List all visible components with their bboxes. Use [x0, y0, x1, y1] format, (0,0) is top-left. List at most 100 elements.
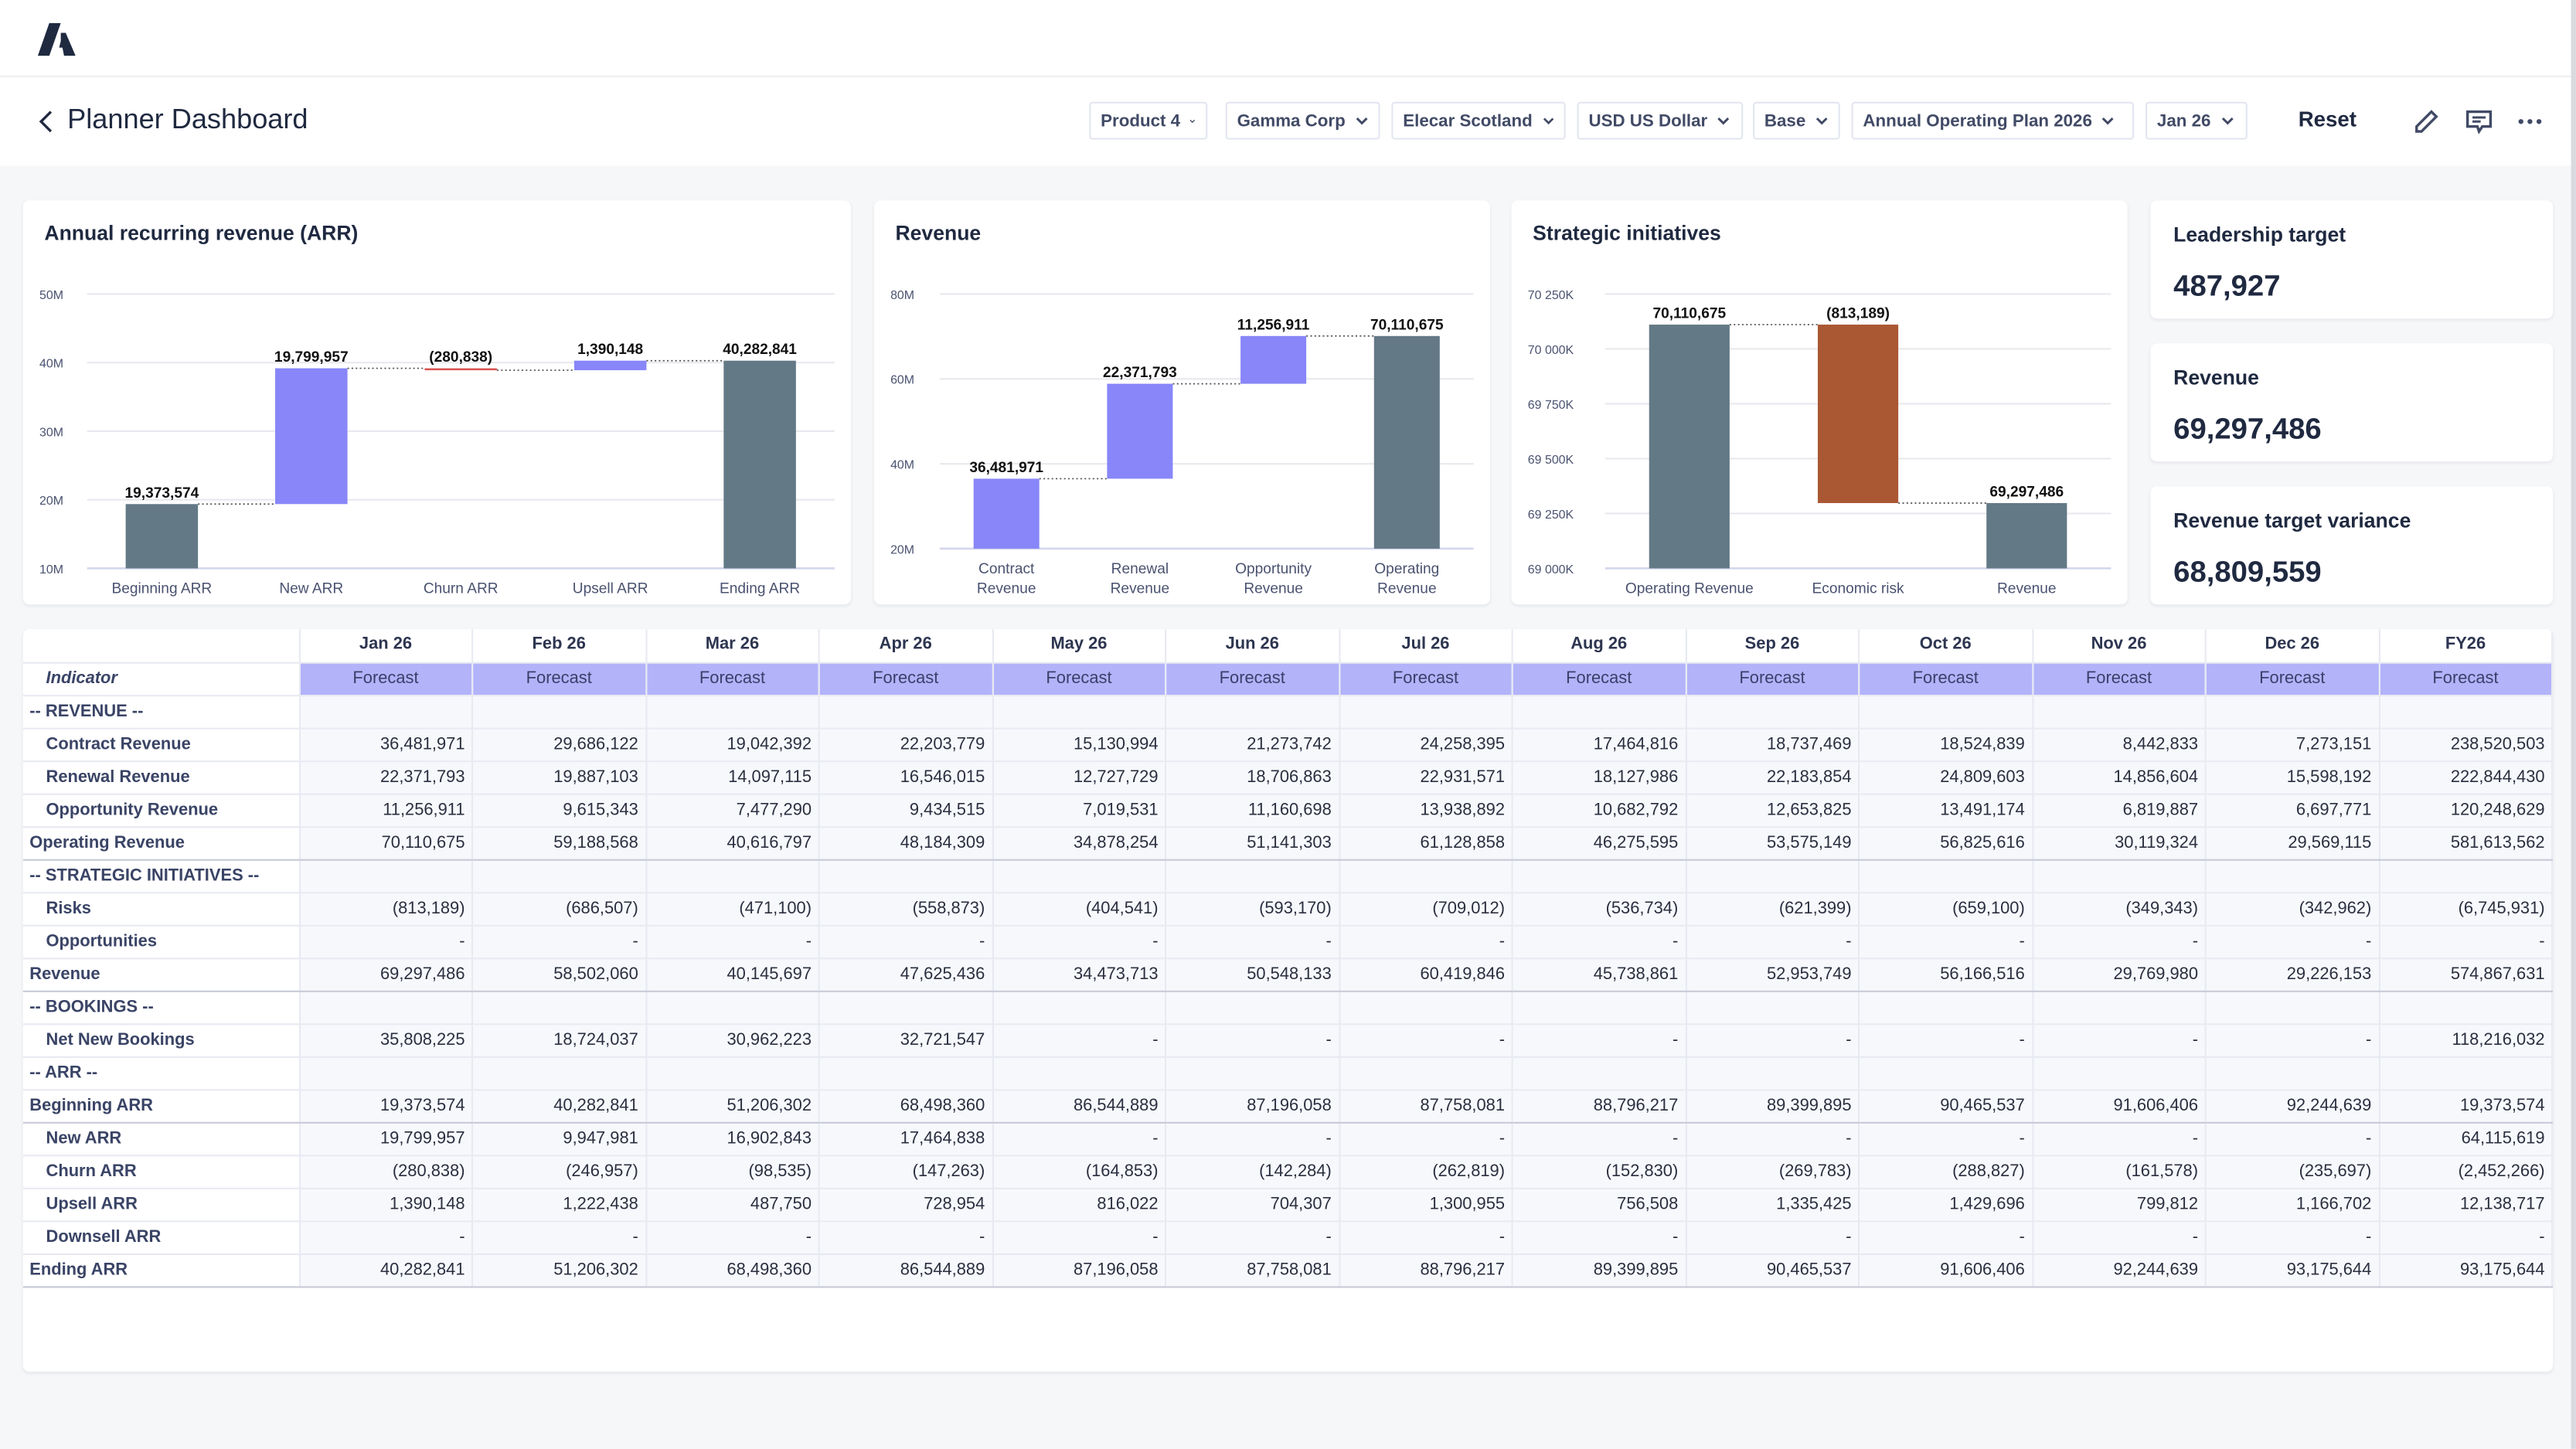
value-cell[interactable]: 40,282,841 [472, 1088, 647, 1123]
value-cell[interactable] [1859, 695, 2033, 729]
value-cell[interactable]: 50,548,133 [1165, 957, 1340, 992]
value-cell[interactable]: 9,434,515 [818, 793, 993, 828]
value-cell[interactable]: 68,498,360 [645, 1252, 820, 1287]
value-cell[interactable]: 238,520,503 [2378, 727, 2554, 762]
value-cell[interactable]: 704,307 [1165, 1187, 1340, 1222]
value-cell[interactable]: 7,273,151 [2205, 727, 2380, 762]
value-cell[interactable] [2205, 990, 2380, 1025]
value-cell[interactable]: - [818, 924, 993, 959]
value-cell[interactable]: 88,796,217 [1339, 1252, 1513, 1287]
value-cell[interactable] [298, 695, 474, 729]
value-cell[interactable]: 22,931,571 [1339, 760, 1513, 794]
value-cell[interactable]: (280,838) [298, 1155, 474, 1189]
value-cell[interactable]: 87,196,058 [1165, 1088, 1340, 1123]
value-cell[interactable]: 13,938,892 [1339, 793, 1513, 828]
value-cell[interactable]: - [1339, 1121, 1513, 1156]
value-cell[interactable]: (235,697) [2205, 1155, 2380, 1189]
value-cell[interactable] [472, 990, 647, 1025]
value-cell[interactable]: 7,477,290 [645, 793, 820, 828]
value-cell[interactable]: 18,706,863 [1165, 760, 1340, 794]
value-cell[interactable] [818, 990, 993, 1025]
value-cell[interactable]: (404,541) [992, 892, 1167, 926]
value-cell[interactable]: 14,856,604 [2032, 760, 2207, 794]
column-header[interactable]: Oct 26 [1859, 629, 2033, 663]
value-cell[interactable]: 574,867,631 [2378, 957, 2554, 992]
value-cell[interactable]: - [1165, 1023, 1340, 1057]
value-cell[interactable] [2032, 859, 2207, 893]
value-cell[interactable]: 91,606,406 [1859, 1252, 2033, 1287]
value-cell[interactable]: (269,783) [1685, 1155, 1860, 1189]
value-cell[interactable]: 756,508 [1512, 1187, 1686, 1222]
value-cell[interactable]: 118,216,032 [2378, 1023, 2554, 1057]
value-cell[interactable]: 40,282,841 [298, 1252, 474, 1287]
value-cell[interactable]: 53,575,149 [1685, 825, 1860, 860]
value-cell[interactable]: 61,128,858 [1339, 825, 1513, 860]
page-scrollbar[interactable] [2571, 0, 2576, 1449]
value-cell[interactable]: 51,206,302 [645, 1088, 820, 1123]
logo-icon[interactable] [37, 22, 77, 56]
value-cell[interactable]: - [2378, 1220, 2554, 1254]
value-cell[interactable]: (161,578) [2032, 1155, 2207, 1189]
column-header[interactable]: Nov 26 [2032, 629, 2207, 663]
value-cell[interactable]: 18,524,839 [1859, 727, 2033, 762]
value-cell[interactable]: 40,616,797 [645, 825, 820, 860]
value-cell[interactable]: 1,166,702 [2205, 1187, 2380, 1222]
value-cell[interactable]: 56,166,516 [1859, 957, 2033, 992]
value-cell[interactable]: 29,226,153 [2205, 957, 2380, 992]
filter-currency[interactable]: USD US Dollar [1577, 101, 1744, 140]
value-cell[interactable] [1165, 859, 1340, 893]
value-cell[interactable]: 93,175,644 [2205, 1252, 2380, 1287]
value-cell[interactable]: 36,481,971 [298, 727, 474, 762]
value-cell[interactable]: 34,878,254 [992, 825, 1167, 860]
value-cell[interactable]: (262,819) [1339, 1155, 1513, 1189]
value-cell[interactable]: (349,343) [2032, 892, 2207, 926]
value-cell[interactable]: 90,465,537 [1859, 1088, 2033, 1123]
filter-entity[interactable]: Elecar Scotland [1391, 101, 1566, 140]
filter-customer[interactable]: Gamma Corp [1225, 101, 1380, 140]
value-cell[interactable] [2378, 1056, 2554, 1090]
value-cell[interactable]: 19,799,957 [298, 1121, 474, 1156]
column-header[interactable]: Apr 26 [818, 629, 993, 663]
value-cell[interactable] [818, 1056, 993, 1090]
value-cell[interactable]: - [992, 924, 1167, 959]
value-cell[interactable] [2205, 859, 2380, 893]
value-cell[interactable]: 6,697,771 [2205, 793, 2380, 828]
value-cell[interactable] [2032, 1056, 2207, 1090]
value-cell[interactable]: (621,399) [1685, 892, 1860, 926]
value-cell[interactable]: - [1685, 1220, 1860, 1254]
value-cell[interactable]: (659,100) [1859, 892, 2033, 926]
value-cell[interactable]: 11,160,698 [1165, 793, 1340, 828]
value-cell[interactable] [1685, 859, 1860, 893]
value-cell[interactable] [645, 695, 820, 729]
column-header[interactable]: Mar 26 [645, 629, 820, 663]
value-cell[interactable] [645, 990, 820, 1025]
column-header[interactable]: Jun 26 [1165, 629, 1340, 663]
value-cell[interactable] [1512, 990, 1686, 1025]
value-cell[interactable]: 18,724,037 [472, 1023, 647, 1057]
value-cell[interactable]: - [472, 1220, 647, 1254]
value-cell[interactable]: 89,399,895 [1512, 1252, 1686, 1287]
value-cell[interactable]: 1,335,425 [1685, 1187, 1860, 1222]
value-cell[interactable]: 19,373,574 [298, 1088, 474, 1123]
value-cell[interactable]: 19,373,574 [2378, 1088, 2554, 1123]
value-cell[interactable]: 86,544,889 [992, 1088, 1167, 1123]
value-cell[interactable] [1859, 1056, 2033, 1090]
value-cell[interactable]: (152,830) [1512, 1155, 1686, 1189]
value-cell[interactable]: 40,145,697 [645, 957, 820, 992]
value-cell[interactable]: 87,196,058 [992, 1252, 1167, 1287]
value-cell[interactable] [1685, 695, 1860, 729]
value-cell[interactable]: 487,750 [645, 1187, 820, 1222]
filter-plan[interactable]: Annual Operating Plan 2026 [1851, 101, 2135, 140]
value-cell[interactable]: 19,042,392 [645, 727, 820, 762]
value-cell[interactable]: - [1512, 924, 1686, 959]
value-cell[interactable]: 86,544,889 [818, 1252, 993, 1287]
value-cell[interactable]: - [1339, 1023, 1513, 1057]
value-cell[interactable]: 92,244,639 [2205, 1088, 2380, 1123]
value-cell[interactable]: 1,429,696 [1859, 1187, 2033, 1222]
value-cell[interactable] [298, 1056, 474, 1090]
value-cell[interactable]: 12,727,729 [992, 760, 1167, 794]
comment-icon[interactable] [2464, 108, 2493, 134]
value-cell[interactable]: - [1859, 1220, 2033, 1254]
value-cell[interactable] [298, 990, 474, 1025]
value-cell[interactable]: 7,019,531 [992, 793, 1167, 828]
